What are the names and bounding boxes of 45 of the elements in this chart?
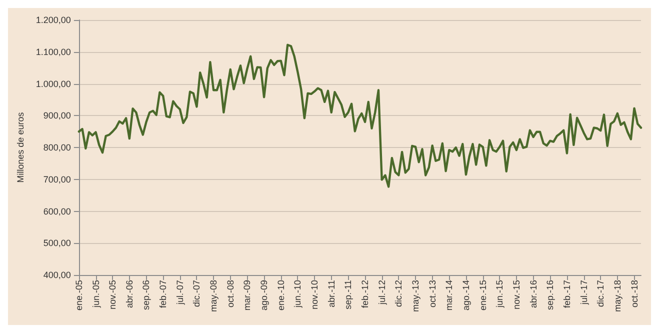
x-tick-label: dic.-17 — [596, 280, 606, 308]
line-series — [78, 44, 642, 188]
x-tick-label: sep.-06 — [141, 280, 152, 310]
y-tick-label: 1.000,00 — [36, 78, 71, 89]
x-tick-label: mar.-09 — [242, 280, 252, 311]
x-tick-label: dic.-12 — [394, 280, 404, 308]
x-tick-label: jul.-17 — [578, 280, 589, 306]
x-tick-label: sep.-16 — [545, 280, 556, 310]
x-tick-label: abr.-16 — [528, 280, 538, 308]
x-tick-label: ene.-15 — [478, 280, 488, 311]
x-tick-label: oct.-13 — [427, 280, 438, 308]
y-tick-label: 800,00 — [43, 142, 71, 152]
x-tick-label: nov.-15 — [511, 280, 522, 310]
y-tick-label: 900,00 — [43, 110, 71, 121]
y-tick-label: 400,00 — [43, 270, 71, 280]
x-tick-label: nov.-05 — [108, 280, 118, 310]
y-tick-label: 600,00 — [43, 206, 71, 216]
x-tick-label: abr.-11 — [326, 280, 336, 308]
x-tick-label: feb.-17 — [562, 280, 572, 308]
y-tick-label: 1.200,00 — [36, 15, 71, 25]
y-tick-label: 1.100,00 — [36, 46, 71, 57]
x-tick-label: oct.-18 — [629, 280, 640, 308]
x-tick-label: ene.-05 — [74, 280, 84, 311]
x-tick-label: jun.-15 — [494, 280, 505, 309]
x-tick-label: jul.-12 — [376, 280, 387, 306]
x-tick-label: may.-18 — [612, 280, 622, 312]
x-tick-label: dic.-07 — [192, 280, 202, 308]
y-tick-label: 500,00 — [43, 238, 71, 248]
x-tick-label: ene.-10 — [276, 280, 286, 311]
x-tick-label: may.-08 — [208, 280, 219, 312]
x-tick-label: nov.-10 — [310, 280, 320, 310]
y-axis-title: Millones de euros — [16, 112, 26, 183]
x-tick-label: jul.-07 — [174, 280, 185, 306]
x-tick-label: oct.-08 — [225, 280, 236, 308]
x-tick-label: feb.-07 — [158, 280, 168, 308]
x-tick-label: jun.-10 — [292, 280, 303, 309]
x-tick-label: may.-13 — [410, 280, 420, 312]
x-tick-label: jun.-05 — [90, 280, 101, 309]
x-tick-label: ago.-09 — [259, 280, 270, 311]
x-tick-label: sep.-11 — [343, 280, 354, 310]
x-tick-label: mar.-14 — [444, 280, 454, 311]
x-tick-label: ago.-14 — [460, 280, 471, 311]
x-tick-label: abr.-06 — [124, 280, 134, 308]
y-tick-label: 700,00 — [43, 174, 71, 184]
x-tick-label: feb.-12 — [360, 280, 370, 308]
